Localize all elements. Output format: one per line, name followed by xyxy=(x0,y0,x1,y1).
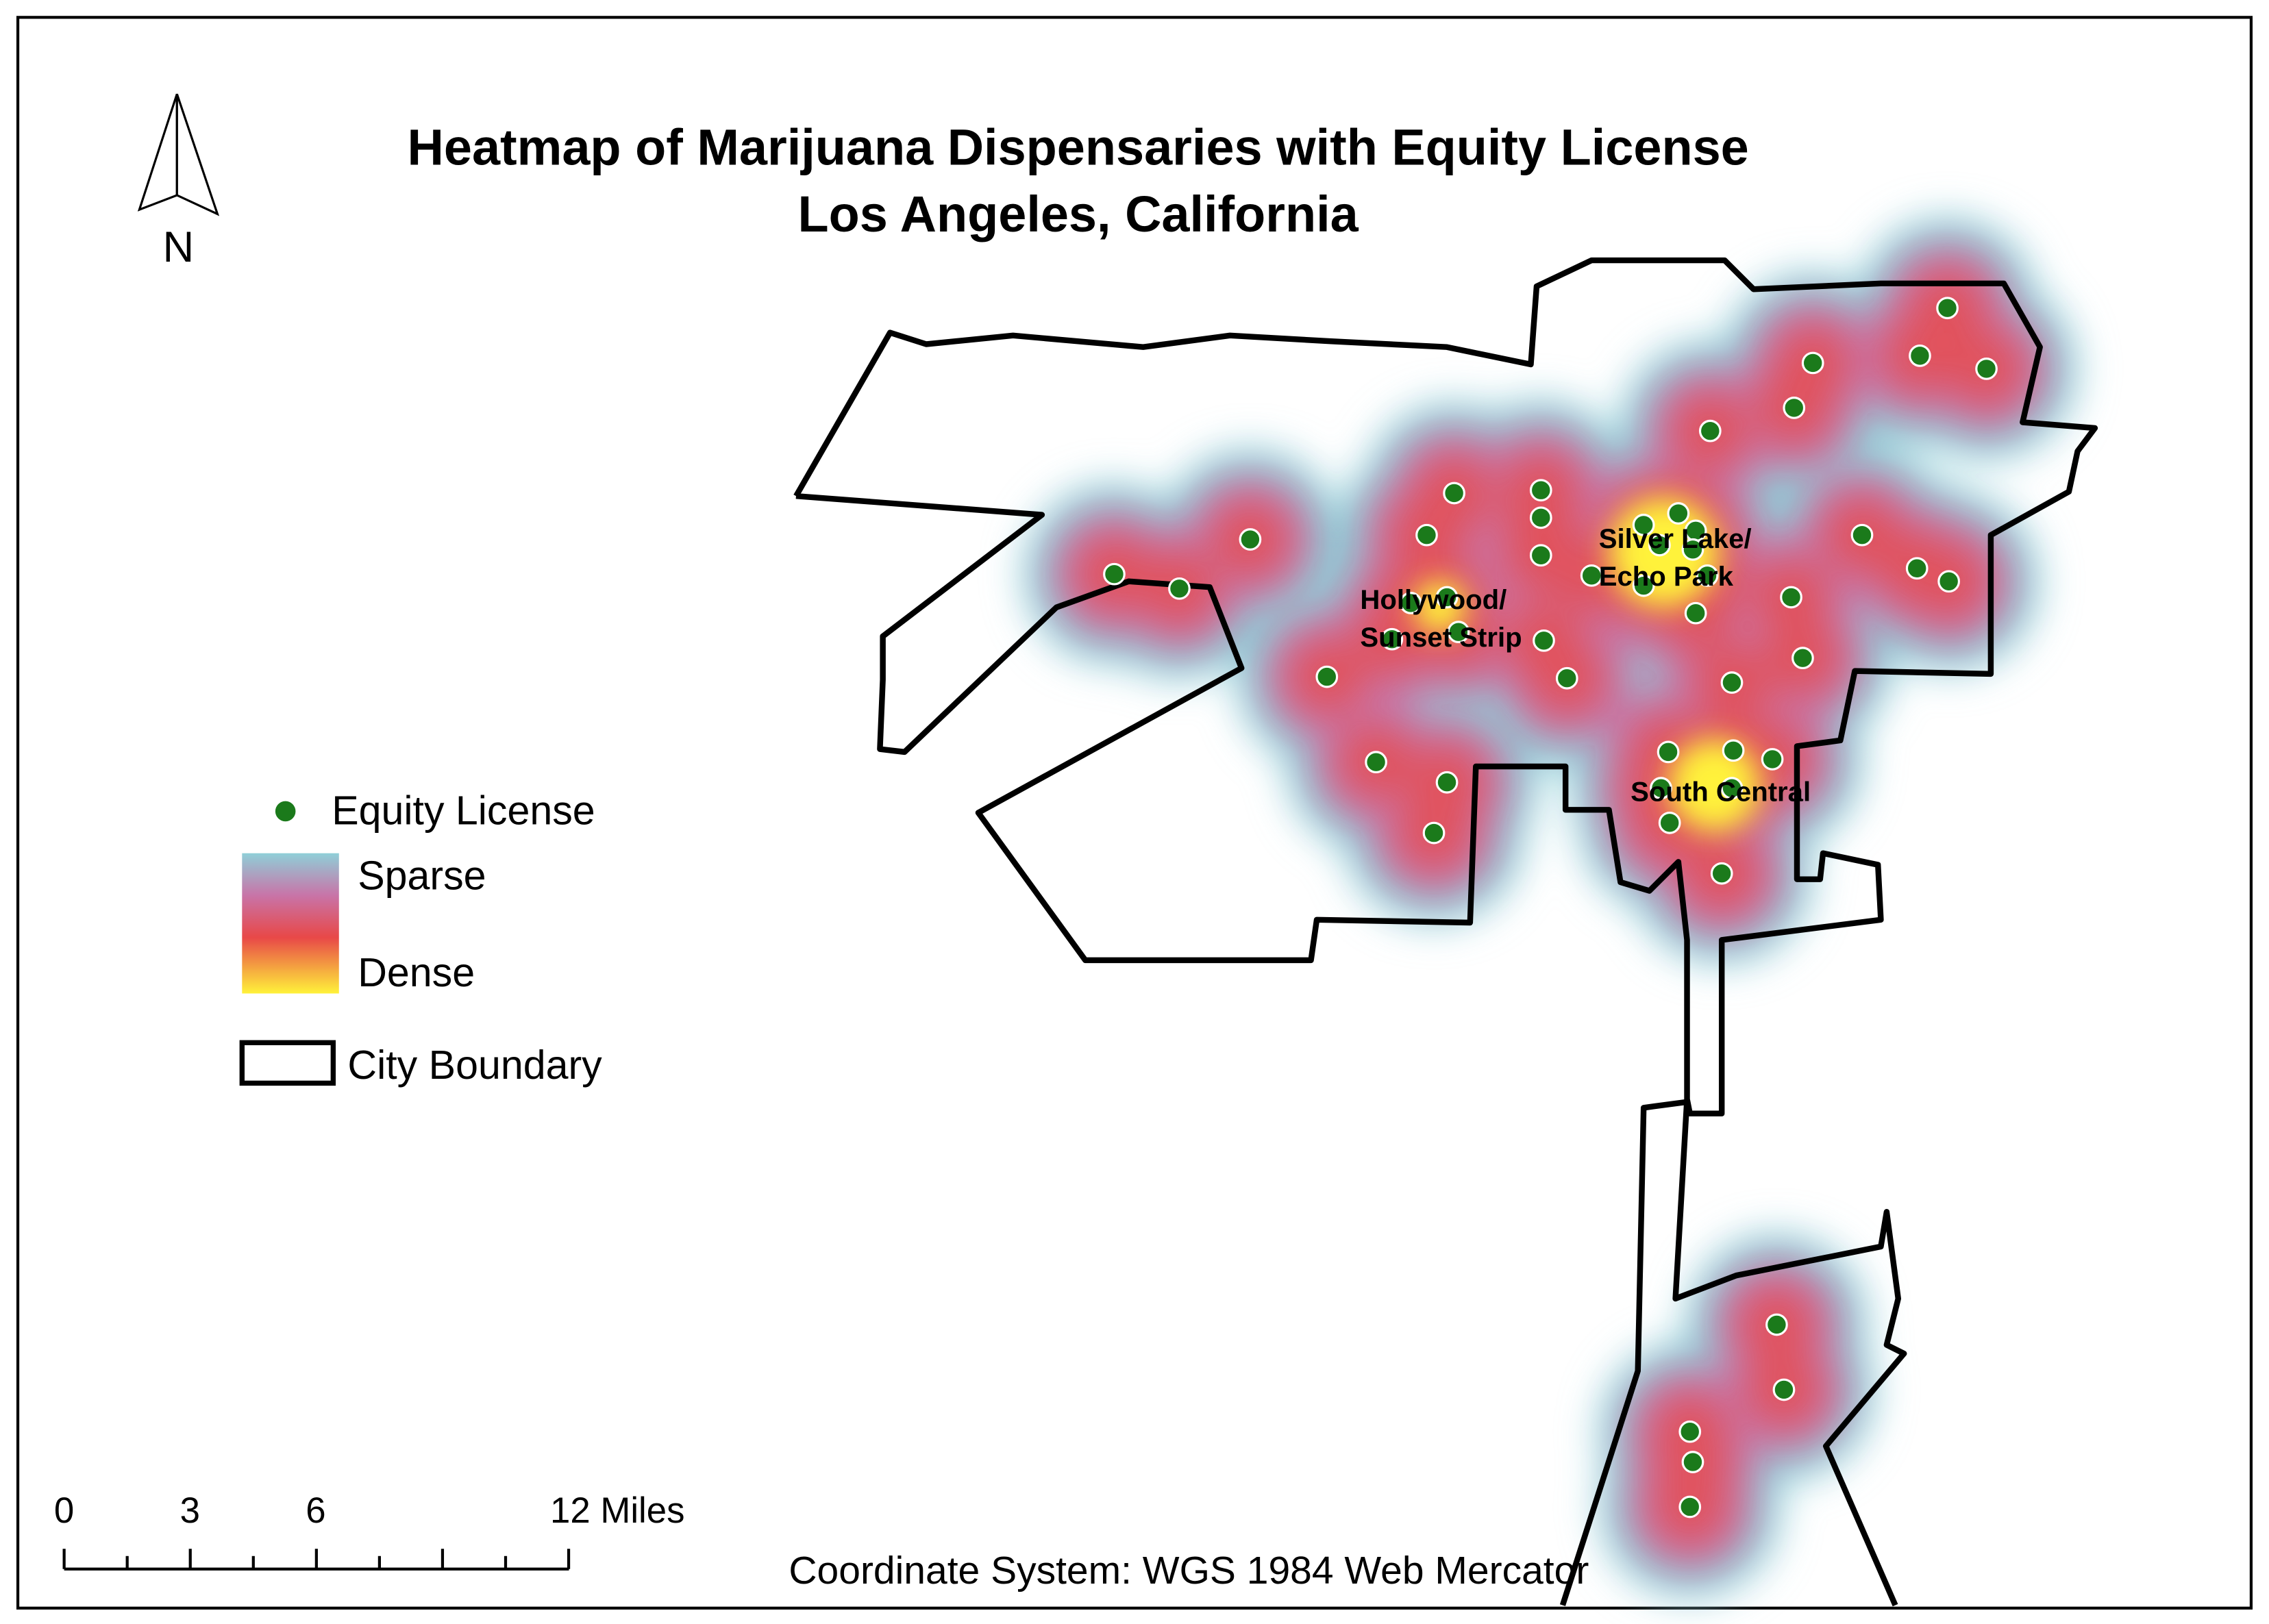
legend-label: Equity License xyxy=(332,787,595,833)
dispensary-point xyxy=(1783,397,1806,419)
scale-label: 6 xyxy=(306,1490,325,1531)
dispensary-point xyxy=(1780,586,1802,609)
dispensary-point xyxy=(1435,771,1459,794)
dispensary-point xyxy=(1533,629,1555,652)
dispensary-point xyxy=(1632,514,1655,536)
scale-label: 12 Miles xyxy=(550,1490,684,1531)
dispensary-point xyxy=(1720,777,1744,800)
coordinate-system: Coordinate System: WGS 1984 Web Mercator xyxy=(789,1549,1589,1592)
dispensary-point xyxy=(1658,811,1681,834)
dispensary-point xyxy=(1239,528,1262,551)
north-arrow: N xyxy=(137,93,220,271)
area-label: Sunset Strip xyxy=(1360,623,1522,653)
dispensary-point xyxy=(1905,557,1929,580)
scale-bar: 0 3 6 12 Miles xyxy=(54,1490,685,1571)
dispensary-point xyxy=(1937,570,1961,593)
dispensary-point xyxy=(1667,502,1690,525)
map-subtitle: Los Angeles, California xyxy=(798,186,1359,242)
dispensary-point xyxy=(1684,601,1707,625)
dispensary-point xyxy=(1722,739,1745,762)
scale-label: 0 xyxy=(54,1490,74,1531)
area-label: Silver Lake/ xyxy=(1599,524,1752,554)
dispensary-point xyxy=(1650,777,1672,800)
legend-label: City Boundary xyxy=(347,1042,602,1088)
dispensary-point xyxy=(1447,621,1470,644)
dispensary-point xyxy=(1936,297,1959,320)
map-title: Heatmap of Marijuana Dispensaries with E… xyxy=(408,119,1749,176)
dispensary-point xyxy=(1975,358,1998,380)
dispensary-point xyxy=(1710,862,1733,885)
area-labels: Hollywood/ Sunset Strip Silver Lake/ Ech… xyxy=(1360,524,1811,807)
dispensary-point xyxy=(1422,821,1446,845)
legend-label: Sparse xyxy=(358,852,486,898)
north-label: N xyxy=(163,223,195,271)
dispensary-point xyxy=(1399,592,1422,614)
area-label: South Central xyxy=(1631,777,1811,808)
dispensary-point xyxy=(1909,345,1931,367)
dispensary-point xyxy=(1698,419,1722,442)
dispensary-point xyxy=(1648,534,1671,557)
legend-heat-ramp xyxy=(242,853,339,994)
dispensary-point xyxy=(1365,751,1387,774)
city-boundary xyxy=(793,257,2098,1607)
dispensary-point xyxy=(1657,740,1680,764)
dispensary-point xyxy=(1678,1495,1702,1519)
dispensary-point xyxy=(1555,666,1578,690)
dispensary-point xyxy=(1696,564,1719,587)
dispensary-point xyxy=(1765,1313,1788,1336)
dispensary-point xyxy=(1103,562,1126,586)
legend: Equity License Sparse Dense City Boundar… xyxy=(239,787,602,1088)
dispensary-point xyxy=(1801,351,1824,375)
dispensary-point xyxy=(1678,1420,1702,1443)
area-label: Hollywood/ xyxy=(1360,585,1507,615)
dispensary-point xyxy=(1529,506,1552,529)
dispensary-point xyxy=(1529,544,1552,567)
dispensary-point xyxy=(1315,665,1339,688)
dispensary-point xyxy=(1168,577,1191,600)
dispensary-point xyxy=(1443,482,1465,505)
dispensary-point xyxy=(1681,1451,1704,1473)
dispensary-point xyxy=(1632,574,1655,597)
dispensary-points xyxy=(1103,297,1998,1519)
dispensary-point xyxy=(1529,479,1552,502)
legend-label: Dense xyxy=(358,949,475,995)
dispensary-point xyxy=(1681,538,1704,561)
area-label: Echo Park xyxy=(1599,562,1734,592)
dispensary-point xyxy=(1850,523,1874,547)
legend-boundary-symbol xyxy=(239,1040,336,1086)
dispensary-point xyxy=(1380,627,1404,651)
dispensary-point xyxy=(1435,586,1459,609)
heat-blob xyxy=(1668,738,1761,832)
dispensary-point xyxy=(1761,748,1784,771)
dispensary-point xyxy=(1415,523,1438,547)
dispensary-point xyxy=(1580,564,1603,587)
dispensary-point xyxy=(1791,647,1814,670)
dispensary-point xyxy=(1720,671,1744,694)
dispensary-point xyxy=(1772,1378,1796,1401)
legend-point-symbol xyxy=(275,801,296,822)
scale-label: 3 xyxy=(180,1490,200,1531)
